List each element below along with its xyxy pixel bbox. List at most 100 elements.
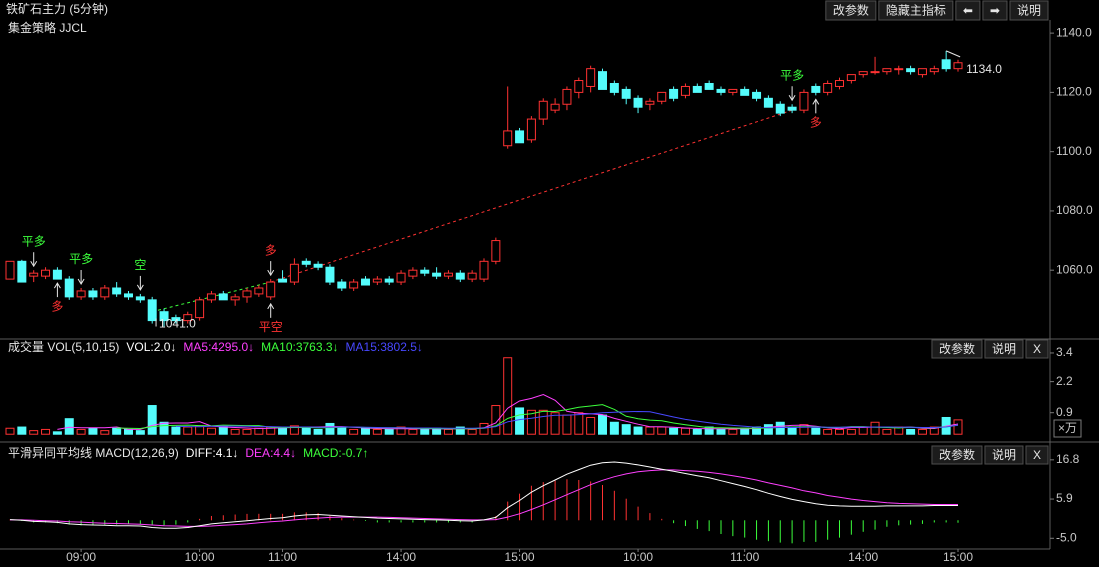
button-label[interactable]: 说明	[992, 341, 1016, 356]
candle-body	[882, 68, 892, 73]
candle-body	[112, 287, 122, 295]
button[interactable]	[984, 339, 1024, 359]
indicator-value: MA15:3802.5↓	[346, 340, 423, 354]
candle-body	[811, 85, 821, 93]
candle-body	[906, 68, 916, 73]
volume-bar	[455, 426, 465, 435]
volume-bar	[538, 409, 548, 435]
candle-body	[5, 260, 15, 280]
volume-bar	[396, 426, 406, 435]
volume-bar	[112, 427, 122, 435]
candle-body	[574, 80, 584, 93]
volume-bar	[124, 428, 133, 435]
volume-bar	[598, 414, 607, 435]
y-tick-label: 3.4	[1056, 345, 1073, 359]
candle-body	[645, 100, 655, 105]
button[interactable]	[1025, 445, 1049, 465]
x-tick-label: 09:00	[66, 550, 96, 564]
button[interactable]	[931, 339, 983, 359]
y-tick-label: 5.9	[1056, 491, 1073, 505]
button-label[interactable]: ➡	[990, 4, 1000, 18]
button[interactable]	[878, 0, 954, 21]
candle-body	[728, 88, 738, 93]
y-tick-label: 1080.0	[1056, 203, 1093, 217]
candle-body	[29, 272, 39, 277]
button-label[interactable]: 说明	[992, 447, 1016, 462]
candle-body	[159, 311, 169, 322]
button-label[interactable]: 改参数	[939, 341, 975, 356]
chart-title: 铁矿石主力 (5分钟)	[6, 1, 108, 16]
candle-body	[384, 278, 394, 283]
candle-body	[621, 88, 631, 99]
candle-body	[858, 71, 868, 76]
indicator-value: DIFF:4.1↓	[186, 446, 239, 460]
candle-body	[183, 314, 193, 322]
volume-bar	[515, 407, 525, 435]
y-tick-label: 1140.0	[1056, 25, 1092, 39]
candle-body	[76, 290, 86, 298]
button[interactable]	[955, 0, 981, 21]
button[interactable]	[825, 0, 877, 21]
volume-bar	[621, 424, 631, 435]
signal-label: 平多	[69, 252, 93, 266]
button-label[interactable]: 说明	[1017, 3, 1041, 18]
button-label[interactable]: ⬅	[963, 4, 973, 18]
candle-body	[325, 266, 335, 283]
signal-label: 多	[265, 243, 277, 257]
button[interactable]	[931, 445, 983, 465]
candle-body	[704, 82, 714, 90]
moving-average-line	[175, 410, 959, 429]
button-label[interactable]: 改参数	[939, 447, 975, 462]
volume-bar	[870, 421, 880, 435]
x-tick-label: 11:00	[268, 550, 297, 564]
candle-body	[313, 263, 323, 268]
volume-bar	[669, 427, 679, 435]
candle-body	[787, 106, 797, 111]
button[interactable]	[1009, 0, 1049, 21]
y-tick-label: 1120.0	[1056, 85, 1092, 99]
volume-bar	[313, 428, 323, 435]
x-tick-label: 14:00	[386, 550, 416, 564]
button-label[interactable]: 隐藏主指标	[886, 3, 946, 18]
volume-bar	[206, 427, 216, 435]
volume-bar	[550, 412, 560, 435]
candle-body	[88, 290, 98, 298]
candle-body	[278, 278, 288, 283]
candle-body	[598, 71, 607, 90]
volume-bar	[692, 428, 702, 435]
y-tick-label: 1060.0	[1056, 262, 1093, 276]
volume-bar	[372, 428, 382, 435]
button-label[interactable]: 改参数	[833, 3, 869, 18]
signal-arrowhead	[812, 98, 820, 105]
candle-body	[289, 263, 299, 283]
volume-bar	[917, 428, 927, 435]
button[interactable]	[1025, 339, 1049, 359]
volume-bar	[846, 428, 856, 435]
candle-body	[929, 68, 939, 73]
signal-arrowhead	[53, 282, 61, 289]
signal-arrowhead	[30, 260, 38, 268]
button-label[interactable]: X	[1033, 342, 1041, 356]
volume-bar	[135, 430, 145, 435]
signal-arrowhead	[267, 269, 275, 277]
moving-average-line	[57, 393, 959, 430]
candle-body	[657, 91, 667, 102]
button-label[interactable]: X	[1033, 448, 1041, 462]
button[interactable]	[984, 445, 1024, 465]
x-tick-label: 11:00	[730, 550, 759, 564]
volume-bar	[384, 428, 394, 435]
candle-body	[526, 118, 536, 141]
volume-bar	[408, 428, 418, 435]
candle-body	[846, 74, 856, 82]
diff-line	[9, 461, 958, 529]
volume-bar	[5, 427, 15, 435]
button[interactable]	[982, 0, 1008, 21]
candle-body	[894, 68, 904, 71]
signal-arrowhead	[267, 302, 275, 310]
volume-bar	[289, 425, 299, 435]
volume-bar	[716, 428, 726, 435]
volume-bar	[147, 405, 157, 435]
volume-bar	[763, 424, 773, 435]
volume-bar	[230, 428, 240, 435]
volume-bar	[906, 428, 916, 435]
